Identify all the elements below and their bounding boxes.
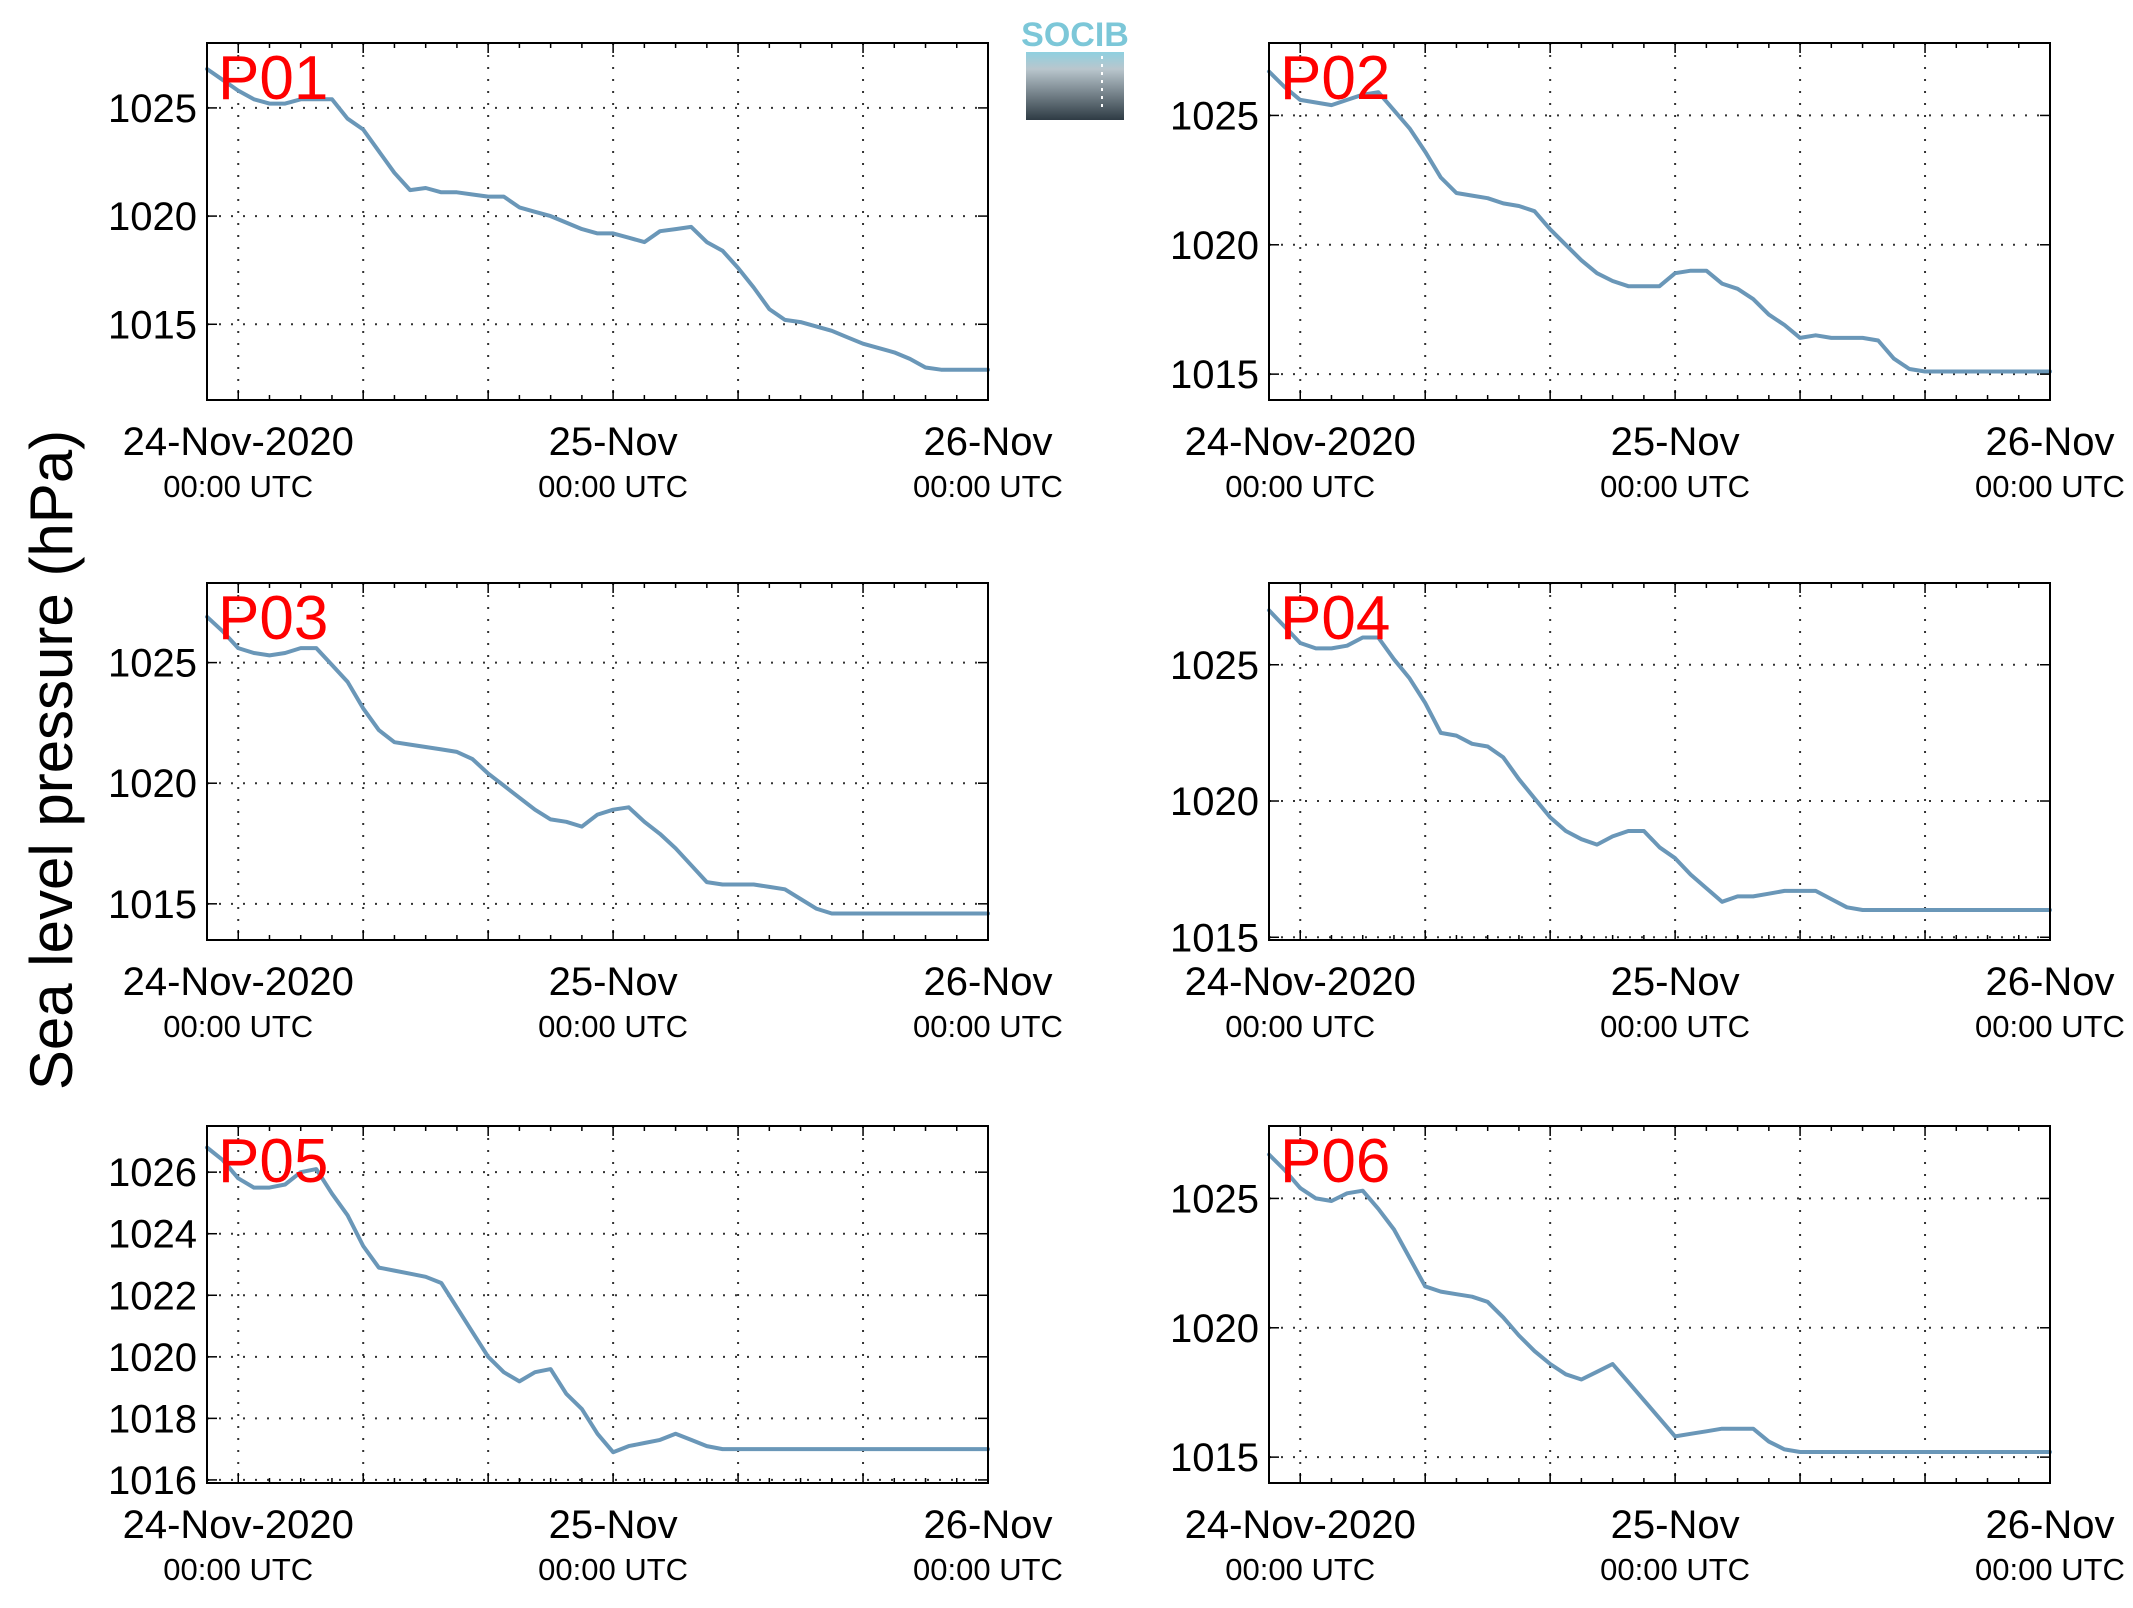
- x-tick-sublabel: 00:00 UTC: [1600, 469, 1750, 504]
- x-tick-sublabel: 00:00 UTC: [163, 1552, 313, 1587]
- x-tick-label: 25-Nov: [549, 420, 678, 464]
- x-tick-sublabel: 00:00 UTC: [1225, 1009, 1375, 1044]
- series-line: [205, 1145, 990, 1455]
- x-tick-sublabel: 00:00 UTC: [1600, 1552, 1750, 1587]
- panel-label: P01: [218, 44, 328, 113]
- x-tick-label: 25-Nov: [1611, 420, 1740, 464]
- y-tick-label: 1026: [108, 1151, 197, 1195]
- panel-label: P02: [1280, 44, 1390, 113]
- axes-frame: [1268, 42, 2051, 401]
- x-tick-label: 24-Nov-2020: [1185, 960, 1416, 1004]
- x-tick-sublabel: 00:00 UTC: [1225, 469, 1375, 504]
- chart-panel-6: 1015 1020 1025 24-Nov-2020 00:00 UTC 25-Nov 00…: [1170, 1125, 2125, 1587]
- chart-panel-5: 1016 1018 1020 1022 1024 1026 24-Nov-2020 00:00…: [108, 1125, 1063, 1587]
- panel-label: P06: [1280, 1127, 1390, 1196]
- series-line: [1267, 1152, 2052, 1454]
- x-tick-label: 24-Nov-2020: [123, 1503, 354, 1547]
- axes-frame: [206, 582, 989, 941]
- y-tick-label: 1015: [1170, 353, 1259, 397]
- x-tick-sublabel: 00:00 UTC: [538, 1552, 688, 1587]
- x-tick-label: 26-Nov: [924, 420, 1053, 464]
- y-tick-label: 1020: [1170, 780, 1259, 824]
- x-tick-sublabel: 00:00 UTC: [913, 469, 1063, 504]
- x-tick-label: 26-Nov: [1986, 1503, 2115, 1547]
- chart-panel-2: 1015 1020 1025 24-Nov-2020 00:00 UTC 25-Nov 00…: [1170, 42, 2125, 504]
- axes-frame: [1268, 582, 2051, 941]
- y-tick-label: 1020: [108, 195, 197, 239]
- x-tick-sublabel: 00:00 UTC: [163, 1009, 313, 1044]
- x-tick-sublabel: 00:00 UTC: [1600, 1009, 1750, 1044]
- y-tick-label: 1016: [108, 1459, 197, 1503]
- x-tick-label: 24-Nov-2020: [123, 420, 354, 464]
- panel-label: P04: [1280, 584, 1390, 653]
- y-tick-label: 1020: [1170, 224, 1259, 268]
- x-tick-sublabel: 00:00 UTC: [1975, 1009, 2125, 1044]
- y-tick-label: 1018: [108, 1397, 197, 1441]
- y-tick-label: 1020: [108, 1336, 197, 1380]
- y-tick-label: 1025: [1170, 644, 1259, 688]
- axes-frame: [206, 1125, 989, 1484]
- x-tick-label: 26-Nov: [924, 960, 1053, 1004]
- x-tick-label: 24-Nov-2020: [1185, 1503, 1416, 1547]
- series-line: [1267, 69, 2052, 374]
- y-tick-label: 1015: [108, 883, 197, 927]
- y-axis-label: Sea level pressure (hPa): [18, 430, 85, 1090]
- chart-panel-3: 1015 1020 1025 24-Nov-2020 00:00 UTC 25-Nov 00…: [108, 582, 1063, 1044]
- chart-panel-4: 1015 1020 1025 24-Nov-2020 00:00 UTC 25-Nov 00…: [1170, 582, 2125, 1044]
- x-tick-label: 25-Nov: [1611, 1503, 1740, 1547]
- y-tick-label: 1015: [1170, 916, 1259, 960]
- x-tick-sublabel: 00:00 UTC: [1975, 1552, 2125, 1587]
- x-tick-sublabel: 00:00 UTC: [913, 1009, 1063, 1044]
- x-tick-label: 25-Nov: [1611, 960, 1740, 1004]
- series-line: [205, 67, 990, 372]
- x-tick-sublabel: 00:00 UTC: [913, 1552, 1063, 1587]
- y-tick-label: 1015: [108, 303, 197, 347]
- y-tick-label: 1025: [1170, 94, 1259, 138]
- series-line: [1267, 608, 2052, 912]
- x-tick-label: 24-Nov-2020: [123, 960, 354, 1004]
- socib-logo: SOCIB: [1021, 16, 1129, 120]
- y-tick-label: 1025: [108, 642, 197, 686]
- y-tick-label: 1015: [1170, 1436, 1259, 1480]
- x-tick-label: 25-Nov: [549, 960, 678, 1004]
- y-tick-label: 1020: [1170, 1307, 1259, 1351]
- y-tick-label: 1024: [108, 1213, 197, 1257]
- series-line: [205, 614, 990, 916]
- x-tick-label: 26-Nov: [1986, 420, 2115, 464]
- x-tick-sublabel: 00:00 UTC: [538, 469, 688, 504]
- panel-label: P05: [218, 1127, 328, 1196]
- x-tick-sublabel: 00:00 UTC: [163, 469, 313, 504]
- x-tick-label: 26-Nov: [924, 1503, 1053, 1547]
- y-tick-label: 1022: [108, 1274, 197, 1318]
- x-tick-sublabel: 00:00 UTC: [1225, 1552, 1375, 1587]
- y-tick-label: 1020: [108, 762, 197, 806]
- panel-label: P03: [218, 584, 328, 653]
- axes-frame: [1268, 1125, 2051, 1484]
- y-tick-label: 1025: [108, 87, 197, 131]
- y-tick-label: 1025: [1170, 1177, 1259, 1221]
- socib-logo-text: SOCIB: [1021, 16, 1129, 54]
- chart-panel-1: 1015 1020 1025 24-Nov-2020 00:00 UTC 25-Nov 00…: [108, 42, 1063, 504]
- x-tick-sublabel: 00:00 UTC: [1975, 469, 2125, 504]
- axes-frame: [206, 42, 989, 401]
- x-tick-sublabel: 00:00 UTC: [538, 1009, 688, 1044]
- x-tick-label: 26-Nov: [1986, 960, 2115, 1004]
- x-tick-label: 24-Nov-2020: [1185, 420, 1416, 464]
- x-tick-label: 25-Nov: [549, 1503, 678, 1547]
